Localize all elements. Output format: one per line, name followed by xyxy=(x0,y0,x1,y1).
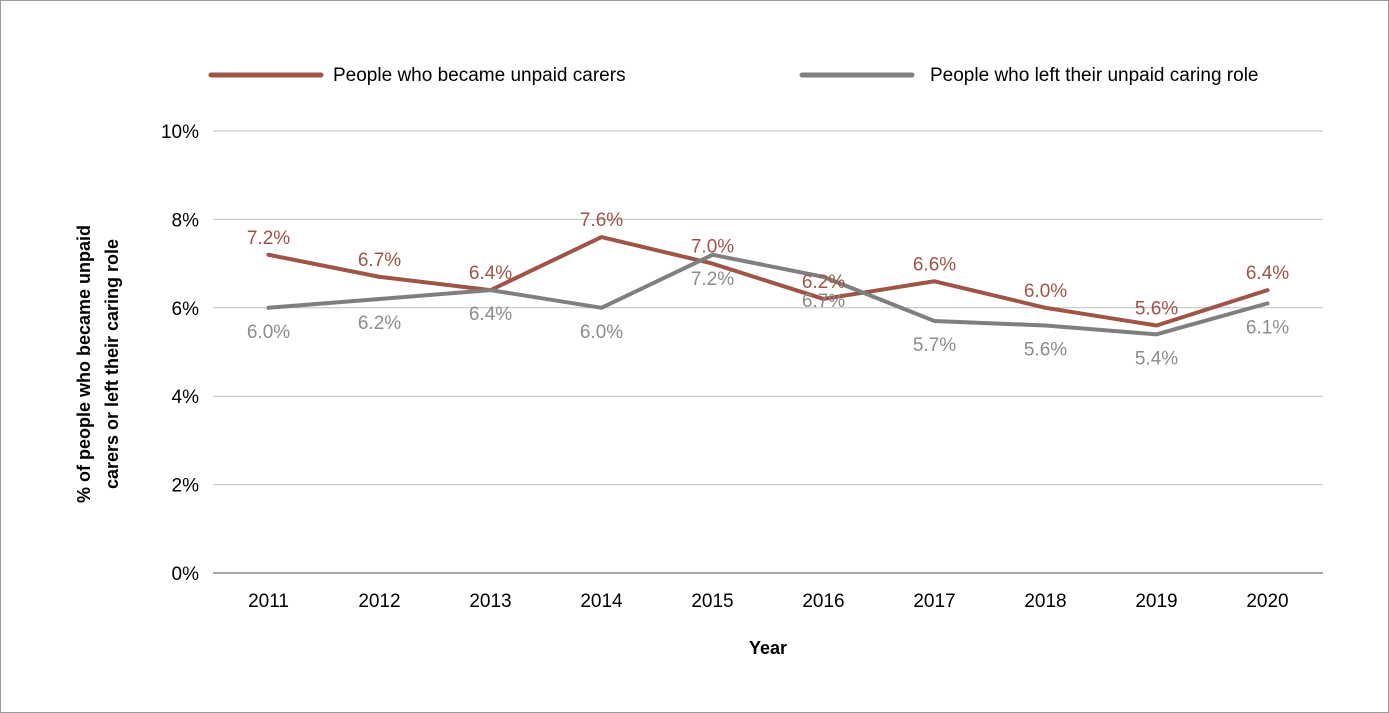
y-tick-label: 8% xyxy=(172,210,200,231)
data-label: 7.2% xyxy=(691,269,734,290)
y-tick-label: 2% xyxy=(172,476,200,497)
x-tick-label: 2011 xyxy=(248,591,289,612)
data-label: 6.7% xyxy=(802,291,845,312)
series-line-1 xyxy=(266,235,1270,328)
data-label: 6.4% xyxy=(469,263,512,284)
legend: People who became unpaid carers People wh… xyxy=(208,65,1258,86)
x-tick-label: 2012 xyxy=(358,591,400,612)
legend-label: People who left their unpaid caring role xyxy=(930,65,1258,86)
data-label: 5.4% xyxy=(1135,348,1178,369)
y-axis-title-line: carers or left their caring role xyxy=(102,239,122,489)
x-tick-label: 2015 xyxy=(691,591,733,612)
data-label: 7.6% xyxy=(580,210,623,231)
data-label: 6.2% xyxy=(802,272,845,293)
x-tick-label: 2019 xyxy=(1135,591,1177,612)
data-label: 5.6% xyxy=(1135,298,1178,319)
legend-item: People who became unpaid carers xyxy=(208,65,626,86)
data-label: 6.0% xyxy=(247,322,290,343)
y-tick-label: 4% xyxy=(172,387,200,408)
data-labels: 7.2% 6.7% 6.4% 7.6% 7.0% 6.2% 6.6% 6.0% 5.6% 6.4%… xyxy=(247,210,1289,369)
y-axis-title: % of people who became unpaid carers or l… xyxy=(74,225,122,503)
data-label: 6.4% xyxy=(1246,263,1289,284)
data-label: 5.6% xyxy=(1024,339,1067,360)
data-label: 6.4% xyxy=(469,304,512,325)
y-axis-ticks: 0% 2% 4% 6% 8% 10% xyxy=(161,122,199,585)
data-label: 6.1% xyxy=(1246,317,1289,338)
legend-item: People who left their unpaid caring role xyxy=(799,65,1258,86)
data-label: 5.7% xyxy=(913,335,956,356)
data-label: 6.6% xyxy=(913,254,956,275)
data-label: 6.2% xyxy=(358,313,401,334)
y-tick-label: 10% xyxy=(161,122,199,143)
y-tick-label: 6% xyxy=(172,299,200,320)
data-label: 7.2% xyxy=(247,228,290,249)
x-axis-ticks: 2011 2012 2013 2014 2015 2016 2017 2018 2019 2020 xyxy=(248,591,1289,612)
data-label: 6.7% xyxy=(358,250,401,271)
series-lines xyxy=(266,235,1270,337)
x-tick-label: 2017 xyxy=(913,591,955,612)
x-tick-label: 2013 xyxy=(469,591,511,612)
data-label: 6.0% xyxy=(580,322,623,343)
x-tick-label: 2018 xyxy=(1024,591,1066,612)
series-line-2 xyxy=(266,252,1270,337)
data-label: 7.0% xyxy=(691,237,734,258)
x-tick-label: 2014 xyxy=(580,591,623,612)
x-tick-label: 2016 xyxy=(802,591,844,612)
x-axis-title: Year xyxy=(749,638,787,658)
y-axis-title-line: % of people who became unpaid xyxy=(74,225,94,503)
x-tick-label: 2020 xyxy=(1246,591,1288,612)
data-label: 6.0% xyxy=(1024,281,1067,302)
y-tick-label: 0% xyxy=(172,564,200,585)
legend-label: People who became unpaid carers xyxy=(333,65,626,86)
gridlines xyxy=(213,130,1323,574)
